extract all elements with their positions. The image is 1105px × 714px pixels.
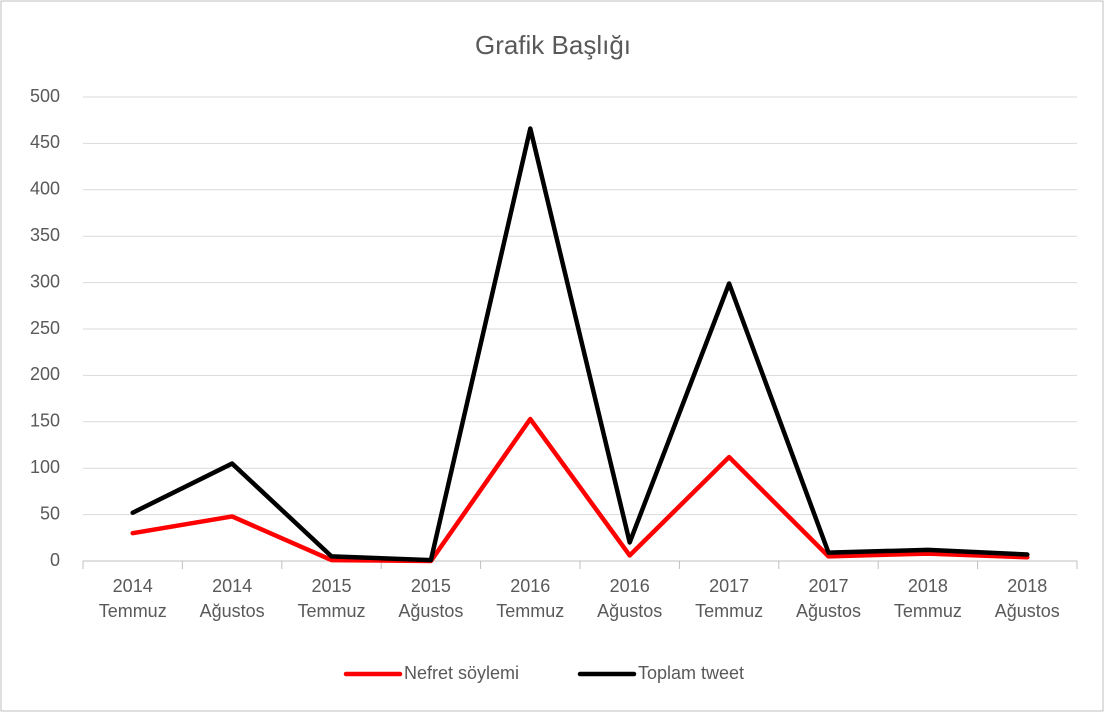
x-tick-label: Temmuz [894,601,962,621]
x-tick-label: Ağustos [597,601,662,621]
y-tick-label: 400 [30,179,60,199]
x-tick-label: 2016 [610,576,650,596]
x-tick-label: 2018 [908,576,948,596]
series-line [130,416,1030,564]
x-tick-label: 2014 [212,576,252,596]
x-tick-label: 2015 [311,576,351,596]
x-tick-label: Ağustos [796,601,861,621]
x-tick-label: 2017 [808,576,848,596]
x-tick-label: Temmuz [297,601,365,621]
chart-title: Grafik Başlığı [475,30,631,60]
y-tick-label: 450 [30,132,60,152]
y-tick-label: 500 [30,86,60,106]
x-tick-label: Ağustos [200,601,265,621]
y-tick-label: 200 [30,364,60,384]
x-tick-label: 2016 [510,576,550,596]
x-tick-label: 2014 [113,576,153,596]
x-tick-label: Temmuz [99,601,167,621]
legend-label: Nefret söylemi [404,663,519,683]
legend-label: Toplam tweet [638,663,744,683]
y-tick-label: 150 [30,411,60,431]
y-tick-label: 350 [30,225,60,245]
x-tick-label: Temmuz [496,601,564,621]
series-line [130,126,1030,563]
x-tick-label: Ağustos [995,601,1060,621]
x-tick-label: 2018 [1007,576,1047,596]
x-tick-label: Ağustos [398,601,463,621]
y-tick-label: 100 [30,457,60,477]
x-tick-label: 2017 [709,576,749,596]
x-tick-label: 2015 [411,576,451,596]
x-tick-label: Temmuz [695,601,763,621]
y-tick-label: 0 [50,550,60,570]
y-tick-label: 50 [40,503,60,523]
y-tick-label: 300 [30,271,60,291]
y-tick-label: 250 [30,318,60,338]
